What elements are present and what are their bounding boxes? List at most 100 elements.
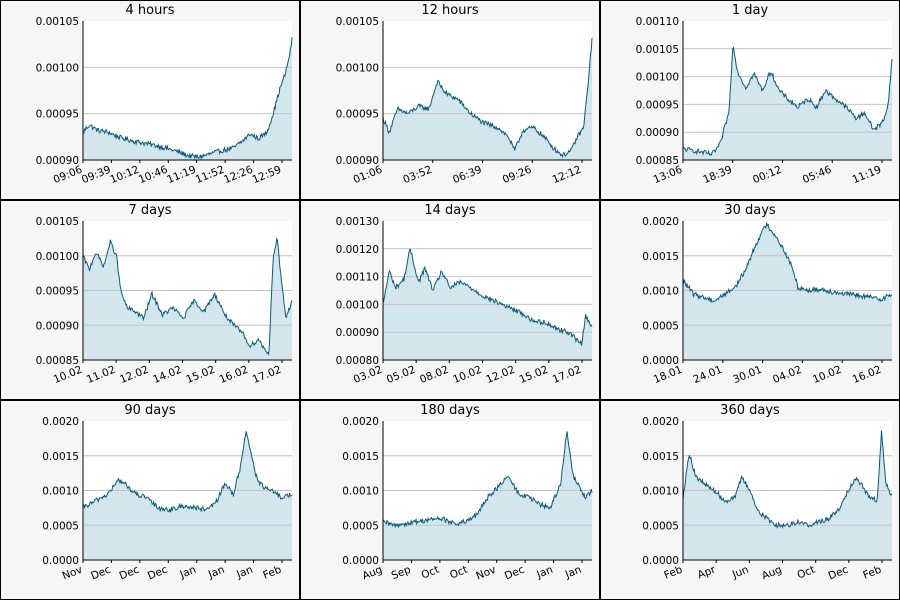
series-line xyxy=(382,431,593,529)
x-tick-label: 18:39 xyxy=(701,164,734,186)
x-tick-label: 05.02 xyxy=(385,364,417,386)
chart-title: 7 days xyxy=(128,203,172,218)
y-tick-label: 0.00090 xyxy=(36,155,79,167)
x-tick-label: 00:12 xyxy=(751,164,784,186)
chart-svg: 0.00080 0.00090 0.00100 0.00110 0.00120 0.001… xyxy=(336,216,593,386)
series-area xyxy=(383,37,592,160)
y-tick-label: 0.0015 xyxy=(642,451,679,463)
y-tick-label: 0.0020 xyxy=(342,416,379,428)
x-tick-label: 04.02 xyxy=(771,364,803,386)
x-tick-label: Oct xyxy=(448,564,469,582)
x-tick-label: Sep xyxy=(390,564,413,583)
chart-title: 360 days xyxy=(720,403,780,418)
x-tick-label: Jun xyxy=(730,564,751,582)
chart-svg: 0.00085 0.00090 0.00095 0.00100 0.00105 10.02… xyxy=(36,216,293,386)
x-tick-label: Jan xyxy=(177,564,197,582)
chart-panel: 90 days 0.0000 0.0005 0.0010 0.0015 0.0020 Nov… xyxy=(0,400,300,600)
y-tick-label: 0.0005 xyxy=(642,320,679,332)
y-tick-label: 0.00080 xyxy=(336,355,379,367)
x-tick-label: Jan xyxy=(234,564,254,582)
chart-title: 1 day xyxy=(731,3,769,18)
x-tick-label: 12:59 xyxy=(251,164,284,186)
y-tick-label: 0.00090 xyxy=(336,155,379,167)
y-tick-label: 0.00130 xyxy=(336,216,379,228)
y-tick-label: 0.0005 xyxy=(42,520,79,532)
y-tick-label: 0.00100 xyxy=(336,62,379,74)
x-tick-label: 09:26 xyxy=(501,164,534,187)
y-tick-label: 0.0000 xyxy=(642,555,679,567)
x-tick-label: Dec xyxy=(118,564,142,583)
x-tick-label: Nov xyxy=(474,564,498,583)
x-tick-label: Oct xyxy=(795,564,816,582)
y-tick-label: 0.00110 xyxy=(636,16,679,28)
series-area xyxy=(83,431,292,560)
y-tick-label: 0.0020 xyxy=(642,416,679,428)
series-area xyxy=(683,223,892,360)
x-tick-label: 16.02 xyxy=(851,364,883,386)
series-line xyxy=(382,37,593,159)
x-tick-label: 30.01 xyxy=(731,364,763,386)
chart-title: 30 days xyxy=(724,203,776,218)
chart-svg: 0.0000 0.0005 0.0010 0.0015 0.0020 Feb Apr Jun A… xyxy=(642,416,893,583)
x-tick-label: 03.02 xyxy=(352,364,384,386)
x-tick-label: Aug xyxy=(760,564,784,583)
series-area xyxy=(383,431,592,560)
x-tick-label: 12.02 xyxy=(118,364,150,386)
series-line xyxy=(82,237,293,356)
chart-title: 4 hours xyxy=(125,3,175,18)
series-line xyxy=(82,431,293,513)
x-tick-label: Dec xyxy=(503,564,527,583)
chart-panel: 1 day 0.00085 0.00090 0.00095 0.00100 0.00105… xyxy=(600,0,900,200)
x-tick-label: 10.02 xyxy=(811,364,843,386)
y-tick-label: 0.00090 xyxy=(36,320,79,332)
x-tick-label: 12.02 xyxy=(484,364,516,386)
x-tick-label: Dec xyxy=(146,564,170,583)
x-tick-label: Jan xyxy=(534,564,554,582)
chart-title: 90 days xyxy=(124,403,176,418)
y-tick-label: 0.0010 xyxy=(42,486,79,498)
chart-svg: 0.000900.000950.001000.0010509:0609:3910… xyxy=(36,16,293,186)
y-tick-label: 0.0010 xyxy=(642,286,679,298)
chart-panel: 180 days 0.0000 0.0005 0.0010 0.0015 0.0020 Au… xyxy=(300,400,600,600)
x-tick-label: Dec xyxy=(827,564,851,583)
x-tick-label: 06:39 xyxy=(451,164,484,186)
x-tick-label: 11:19 xyxy=(851,164,884,186)
x-tick-label: Feb xyxy=(261,564,283,582)
x-tick-label: 17.02 xyxy=(251,364,283,386)
x-tick-label: Feb xyxy=(861,564,883,582)
x-tick-label: 05:46 xyxy=(801,164,834,187)
chart-title: 14 days xyxy=(424,203,476,218)
series-area xyxy=(83,37,292,160)
series-line xyxy=(682,221,893,304)
y-tick-label: 0.0010 xyxy=(642,486,679,498)
x-tick-label: 03:52 xyxy=(401,164,434,186)
y-tick-label: 0.0005 xyxy=(642,520,679,532)
y-tick-label: 0.0020 xyxy=(42,416,79,428)
y-tick-label: 0.00095 xyxy=(36,286,79,298)
y-tick-label: 0.0000 xyxy=(642,355,679,367)
y-tick-label: 0.0015 xyxy=(42,451,79,463)
y-tick-label: 0.0015 xyxy=(342,451,379,463)
y-tick-label: 0.00105 xyxy=(36,216,79,228)
chart-title: 180 days xyxy=(420,403,480,418)
y-tick-label: 0.0000 xyxy=(42,555,79,567)
series-line xyxy=(82,37,293,161)
y-tick-label: 0.00105 xyxy=(636,44,679,56)
series-line xyxy=(682,430,893,530)
x-tick-label: Jan xyxy=(563,564,583,582)
chart-panel: 4 hours 0.00090 0.00095 0.00100 0.00105 09:06… xyxy=(0,0,300,200)
x-tick-label: 15.02 xyxy=(518,364,550,386)
y-tick-label: 0.00100 xyxy=(36,62,79,74)
chart-panel: 7 days 0.00085 0.00090 0.00095 0.00100 0.0010… xyxy=(0,200,300,400)
x-tick-label: Jan xyxy=(206,564,226,582)
y-tick-label: 0.00105 xyxy=(36,16,79,28)
y-tick-label: 0.00095 xyxy=(336,109,379,121)
y-tick-label: 0.00120 xyxy=(336,244,379,256)
y-tick-label: 0.0020 xyxy=(642,216,679,228)
y-tick-label: 0.0015 xyxy=(642,251,679,263)
x-tick-label: Dec xyxy=(89,564,113,583)
